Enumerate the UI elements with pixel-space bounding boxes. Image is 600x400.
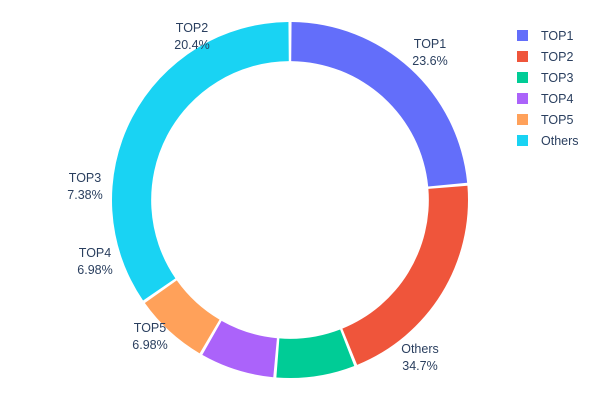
slice-label-top4: TOP4 6.98% bbox=[77, 246, 112, 277]
legend-swatch-icon bbox=[517, 72, 528, 83]
slice-label-name: TOP4 bbox=[79, 246, 111, 260]
pie-slice-top2[interactable] bbox=[342, 185, 468, 365]
legend-label: TOP3 bbox=[541, 71, 573, 85]
legend-label: TOP4 bbox=[541, 92, 573, 106]
slice-label-percent: 6.98% bbox=[132, 338, 167, 352]
legend-label: TOP1 bbox=[541, 29, 573, 43]
slice-label-name: TOP3 bbox=[69, 171, 101, 185]
slice-label-percent: 23.6% bbox=[412, 54, 447, 68]
legend-item-top4[interactable]: TOP4 bbox=[517, 92, 573, 106]
legend-label: TOP5 bbox=[541, 113, 573, 127]
slice-label-top3: TOP3 7.38% bbox=[67, 171, 102, 202]
slice-label-percent: 20.4% bbox=[174, 38, 209, 52]
slice-label-percent: 34.7% bbox=[402, 359, 437, 373]
legend-swatch-icon bbox=[517, 51, 528, 62]
legend-label: Others bbox=[541, 134, 579, 148]
slice-label-name: TOP5 bbox=[134, 321, 166, 335]
pie-slice-top4[interactable] bbox=[202, 320, 277, 378]
legend-item-top2[interactable]: TOP2 bbox=[517, 50, 573, 64]
pie-slice-top3[interactable] bbox=[276, 329, 355, 378]
legend-swatch-icon bbox=[517, 114, 528, 125]
slice-label-others: Others 34.7% bbox=[401, 342, 439, 373]
slice-label-group: TOP123.6%TOP220.4%TOP37.38%TOP46.98%TOP5… bbox=[67, 21, 447, 373]
legend-swatch-icon bbox=[517, 93, 528, 104]
pie-slice-others[interactable] bbox=[112, 22, 289, 301]
pie-slice-top5[interactable] bbox=[144, 280, 220, 354]
legend-swatch-icon bbox=[517, 135, 528, 146]
slice-label-top1: TOP1 23.6% bbox=[412, 37, 447, 68]
slice-label-percent: 6.98% bbox=[77, 263, 112, 277]
slice-label-name: TOP1 bbox=[414, 37, 446, 51]
slice-label-percent: 7.38% bbox=[67, 188, 102, 202]
pie-slice-group bbox=[112, 22, 468, 378]
chart-legend[interactable]: TOP1 TOP2 TOP3 TOP4 TOP5 Others bbox=[517, 29, 579, 148]
legend-label: TOP2 bbox=[541, 50, 573, 64]
slice-label-top5: TOP5 6.98% bbox=[132, 321, 167, 352]
legend-item-others[interactable]: Others bbox=[517, 134, 579, 148]
legend-swatch-icon bbox=[517, 30, 528, 41]
slice-label-top2: TOP2 20.4% bbox=[174, 21, 209, 52]
legend-item-top3[interactable]: TOP3 bbox=[517, 71, 573, 85]
legend-item-top1[interactable]: TOP1 bbox=[517, 29, 573, 43]
slice-label-name: TOP2 bbox=[176, 21, 208, 35]
slice-label-name: Others bbox=[401, 342, 439, 356]
legend-item-top5[interactable]: TOP5 bbox=[517, 113, 573, 127]
pie-slice-top1[interactable] bbox=[291, 22, 468, 187]
